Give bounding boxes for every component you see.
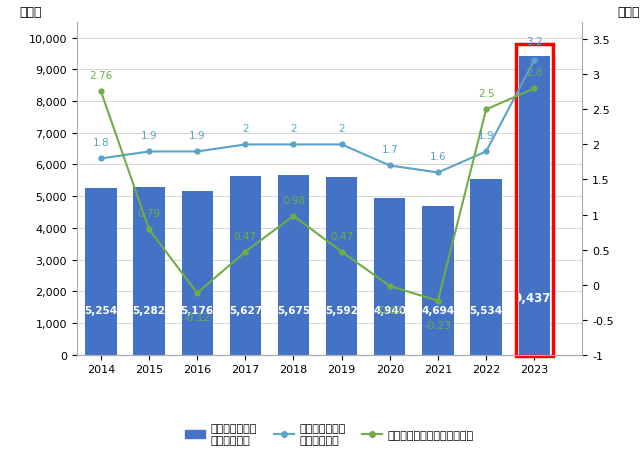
Bar — [230, 177, 261, 355]
Text: 1.9: 1.9 — [478, 131, 495, 141]
Bar — [422, 207, 454, 355]
Text: 0.47: 0.47 — [330, 231, 353, 241]
Bar — [326, 178, 357, 355]
Text: 5,592: 5,592 — [325, 306, 358, 316]
Text: 0.47: 0.47 — [234, 231, 257, 241]
Text: 2: 2 — [339, 124, 345, 134]
Y-axis label: （％）: （％） — [618, 6, 640, 20]
Bar — [133, 188, 164, 355]
Bar — [470, 180, 502, 355]
Text: 0.98: 0.98 — [282, 195, 305, 205]
Bar — [182, 191, 213, 355]
Bar — [518, 56, 550, 355]
Text: 4,940: 4,940 — [373, 306, 406, 316]
Text: -0.23: -0.23 — [424, 320, 451, 330]
Text: 5,534: 5,534 — [470, 306, 502, 316]
Text: -0.02: -0.02 — [376, 306, 403, 316]
Bar — [516, 46, 552, 356]
Text: 2: 2 — [242, 124, 249, 134]
Text: 5,675: 5,675 — [277, 306, 310, 316]
Text: 1.9: 1.9 — [141, 131, 157, 141]
Y-axis label: （円）: （円） — [19, 6, 42, 20]
Bar — [278, 175, 309, 355]
Text: 9,437: 9,437 — [513, 292, 550, 304]
Text: 3.2: 3.2 — [526, 37, 543, 47]
Text: 5,282: 5,282 — [132, 306, 166, 316]
Text: 5,627: 5,627 — [228, 306, 262, 316]
Text: -0.12: -0.12 — [184, 313, 211, 323]
Bar — [374, 199, 406, 355]
Legend: １人平均賃金の
改定額（円）, １人平均賃金の
改定率（％）, 消費者物価上昇率（％）注２: １人平均賃金の 改定額（円）, １人平均賃金の 改定率（％）, 消費者物価上昇率… — [180, 419, 479, 449]
Text: 2.8: 2.8 — [526, 68, 543, 78]
Text: 1.6: 1.6 — [429, 152, 446, 162]
Text: 1.8: 1.8 — [93, 138, 109, 148]
Bar — [85, 189, 116, 355]
Text: 0.79: 0.79 — [138, 209, 161, 219]
Text: 5,254: 5,254 — [84, 306, 117, 316]
Text: 5,176: 5,176 — [180, 306, 214, 316]
Text: 1.9: 1.9 — [189, 131, 205, 141]
Text: 2: 2 — [290, 124, 297, 134]
Text: 2.5: 2.5 — [478, 89, 495, 99]
Text: 2.76: 2.76 — [89, 71, 113, 81]
Text: 4,694: 4,694 — [421, 306, 454, 316]
Text: 1.7: 1.7 — [381, 145, 398, 155]
